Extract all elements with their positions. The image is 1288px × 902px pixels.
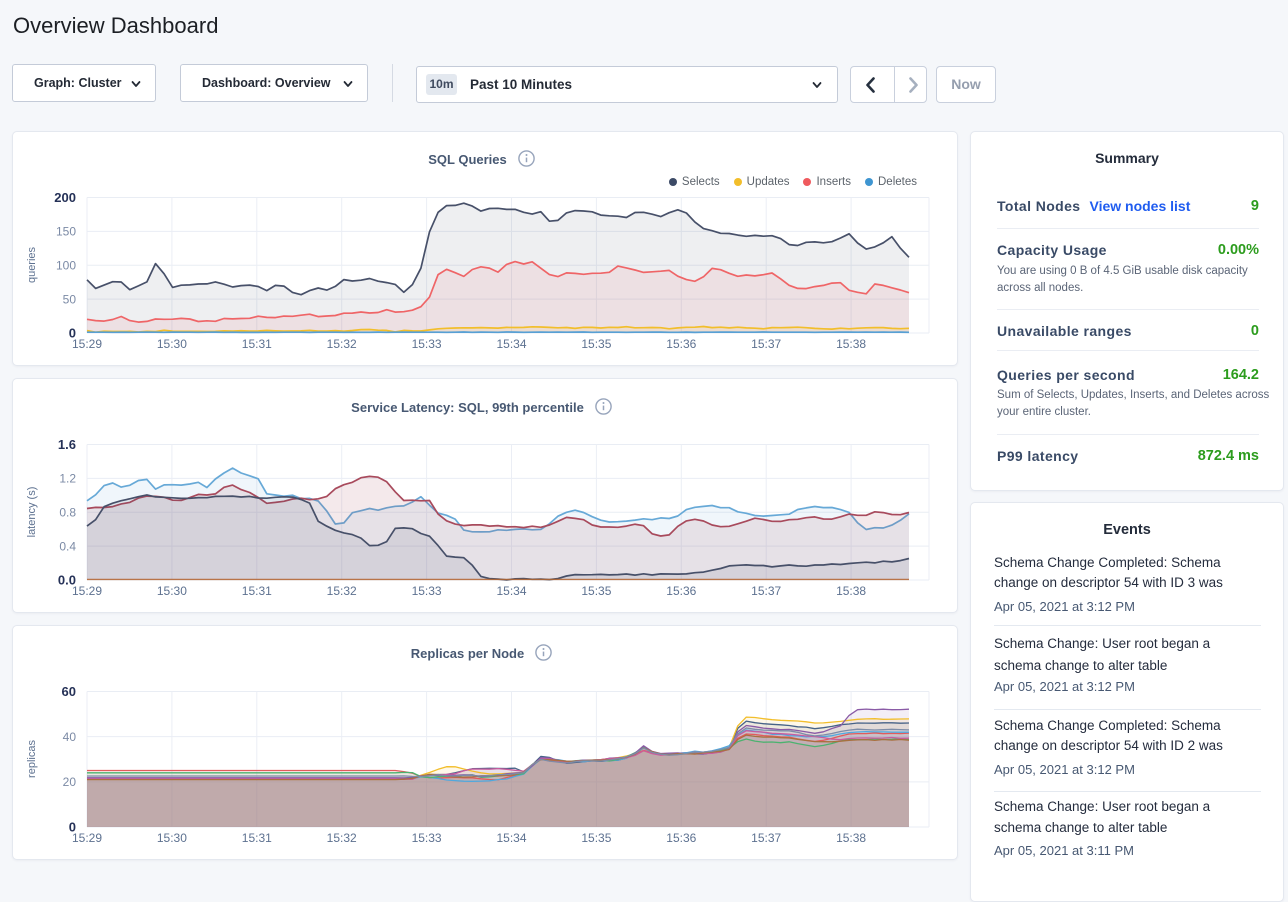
svg-text:20: 20 bbox=[63, 775, 77, 789]
svg-text:15:30: 15:30 bbox=[157, 337, 187, 351]
svg-text:15:38: 15:38 bbox=[836, 337, 866, 351]
svg-text:15:38: 15:38 bbox=[836, 831, 866, 845]
svg-text:15:33: 15:33 bbox=[412, 337, 442, 351]
svg-text:40: 40 bbox=[63, 730, 77, 744]
svg-text:0: 0 bbox=[69, 326, 76, 341]
svg-text:15:36: 15:36 bbox=[666, 337, 696, 351]
svg-text:100: 100 bbox=[56, 258, 76, 272]
svg-text:0.4: 0.4 bbox=[59, 539, 76, 553]
svg-text:15:32: 15:32 bbox=[327, 337, 357, 351]
svg-text:15:37: 15:37 bbox=[751, 584, 781, 598]
svg-text:15:30: 15:30 bbox=[157, 831, 187, 845]
svg-text:15:29: 15:29 bbox=[72, 831, 102, 845]
svg-text:15:31: 15:31 bbox=[242, 584, 272, 598]
svg-text:15:37: 15:37 bbox=[751, 337, 781, 351]
svg-text:15:35: 15:35 bbox=[581, 831, 611, 845]
svg-text:15:34: 15:34 bbox=[496, 584, 526, 598]
svg-text:200: 200 bbox=[54, 190, 76, 205]
svg-text:0.8: 0.8 bbox=[59, 505, 76, 519]
svg-text:0.0: 0.0 bbox=[58, 573, 76, 588]
svg-text:replicas: replicas bbox=[26, 740, 38, 778]
svg-text:15:32: 15:32 bbox=[327, 831, 357, 845]
svg-text:latency (s): latency (s) bbox=[26, 487, 38, 538]
svg-text:15:37: 15:37 bbox=[751, 831, 781, 845]
svg-text:15:29: 15:29 bbox=[72, 337, 102, 351]
svg-text:0: 0 bbox=[69, 820, 76, 835]
svg-text:queries: queries bbox=[26, 246, 38, 283]
svg-text:15:31: 15:31 bbox=[242, 831, 272, 845]
svg-text:15:33: 15:33 bbox=[412, 584, 442, 598]
svg-text:15:33: 15:33 bbox=[412, 831, 442, 845]
svg-text:15:36: 15:36 bbox=[666, 584, 696, 598]
svg-text:60: 60 bbox=[62, 684, 76, 699]
svg-text:15:38: 15:38 bbox=[836, 584, 866, 598]
svg-text:15:35: 15:35 bbox=[581, 337, 611, 351]
svg-text:15:30: 15:30 bbox=[157, 584, 187, 598]
svg-text:50: 50 bbox=[63, 292, 77, 306]
svg-text:15:34: 15:34 bbox=[496, 831, 526, 845]
svg-text:15:34: 15:34 bbox=[496, 337, 526, 351]
svg-text:1.2: 1.2 bbox=[59, 472, 76, 486]
svg-text:150: 150 bbox=[56, 225, 76, 239]
svg-text:15:32: 15:32 bbox=[327, 584, 357, 598]
svg-text:15:36: 15:36 bbox=[666, 831, 696, 845]
svg-text:15:29: 15:29 bbox=[72, 584, 102, 598]
svg-text:15:31: 15:31 bbox=[242, 337, 272, 351]
svg-text:1.6: 1.6 bbox=[58, 437, 76, 452]
svg-text:15:35: 15:35 bbox=[581, 584, 611, 598]
